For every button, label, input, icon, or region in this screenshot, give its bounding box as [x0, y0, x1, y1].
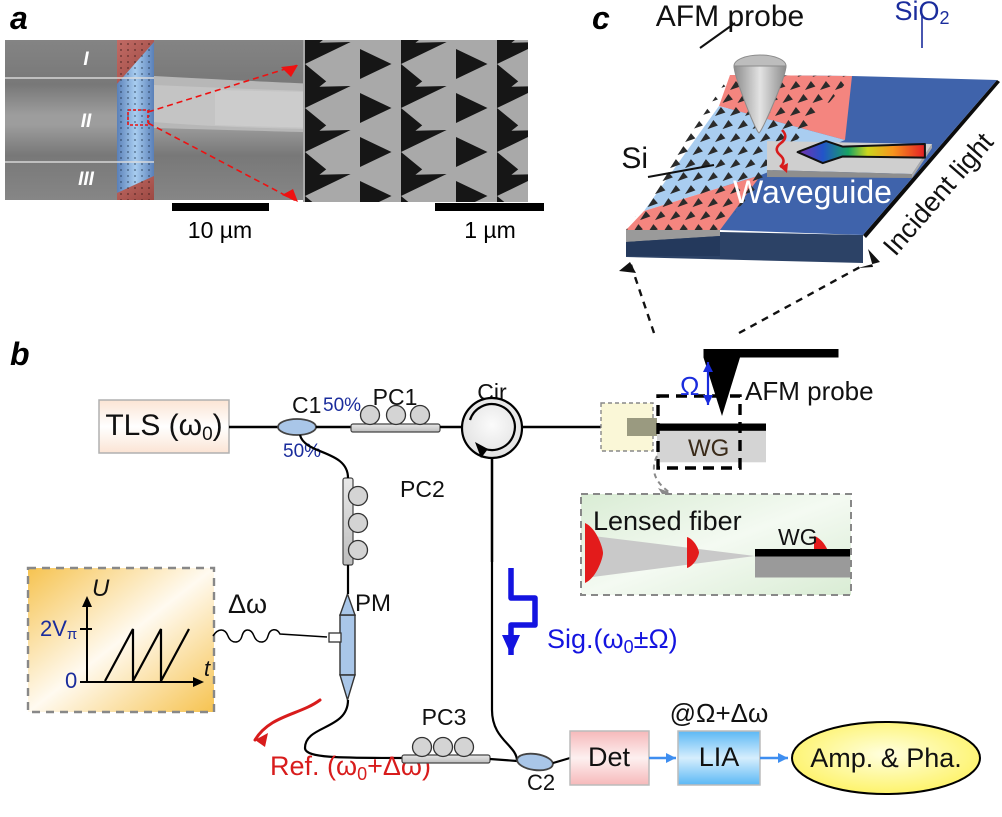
- svg-text:II: II: [81, 111, 92, 132]
- svg-text:Lensed fiber: Lensed fiber: [593, 506, 742, 536]
- svg-text:50%: 50%: [323, 395, 361, 416]
- svg-text:I: I: [83, 49, 89, 70]
- svg-text:@Ω+Δω: @Ω+Δω: [670, 698, 769, 728]
- svg-text:Sig.(ω0±Ω): Sig.(ω0±Ω): [547, 624, 678, 657]
- svg-text:1 µm: 1 µm: [464, 217, 516, 243]
- svg-text:WG: WG: [688, 435, 729, 462]
- svg-text:Ω: Ω: [680, 371, 699, 401]
- svg-text:C2: C2: [527, 770, 555, 795]
- svg-text:0: 0: [65, 668, 77, 693]
- svg-text:Δω: Δω: [228, 589, 267, 619]
- svg-text:C1: C1: [292, 392, 321, 418]
- svg-text:WG: WG: [778, 524, 818, 550]
- svg-text:PM: PM: [355, 590, 391, 617]
- svg-text:U: U: [92, 575, 110, 602]
- svg-text:AFM probe: AFM probe: [745, 376, 874, 406]
- svg-text:Amp. & Pha.: Amp. & Pha.: [810, 743, 962, 773]
- svg-text:III: III: [78, 169, 95, 190]
- svg-text:Det: Det: [588, 742, 631, 772]
- svg-text:PC3: PC3: [422, 704, 467, 730]
- svg-text:LIA: LIA: [699, 742, 740, 772]
- svg-text:10 µm: 10 µm: [188, 217, 252, 243]
- svg-text:PC2: PC2: [400, 476, 445, 502]
- svg-text:t: t: [204, 656, 211, 681]
- svg-text:50%: 50%: [283, 441, 321, 462]
